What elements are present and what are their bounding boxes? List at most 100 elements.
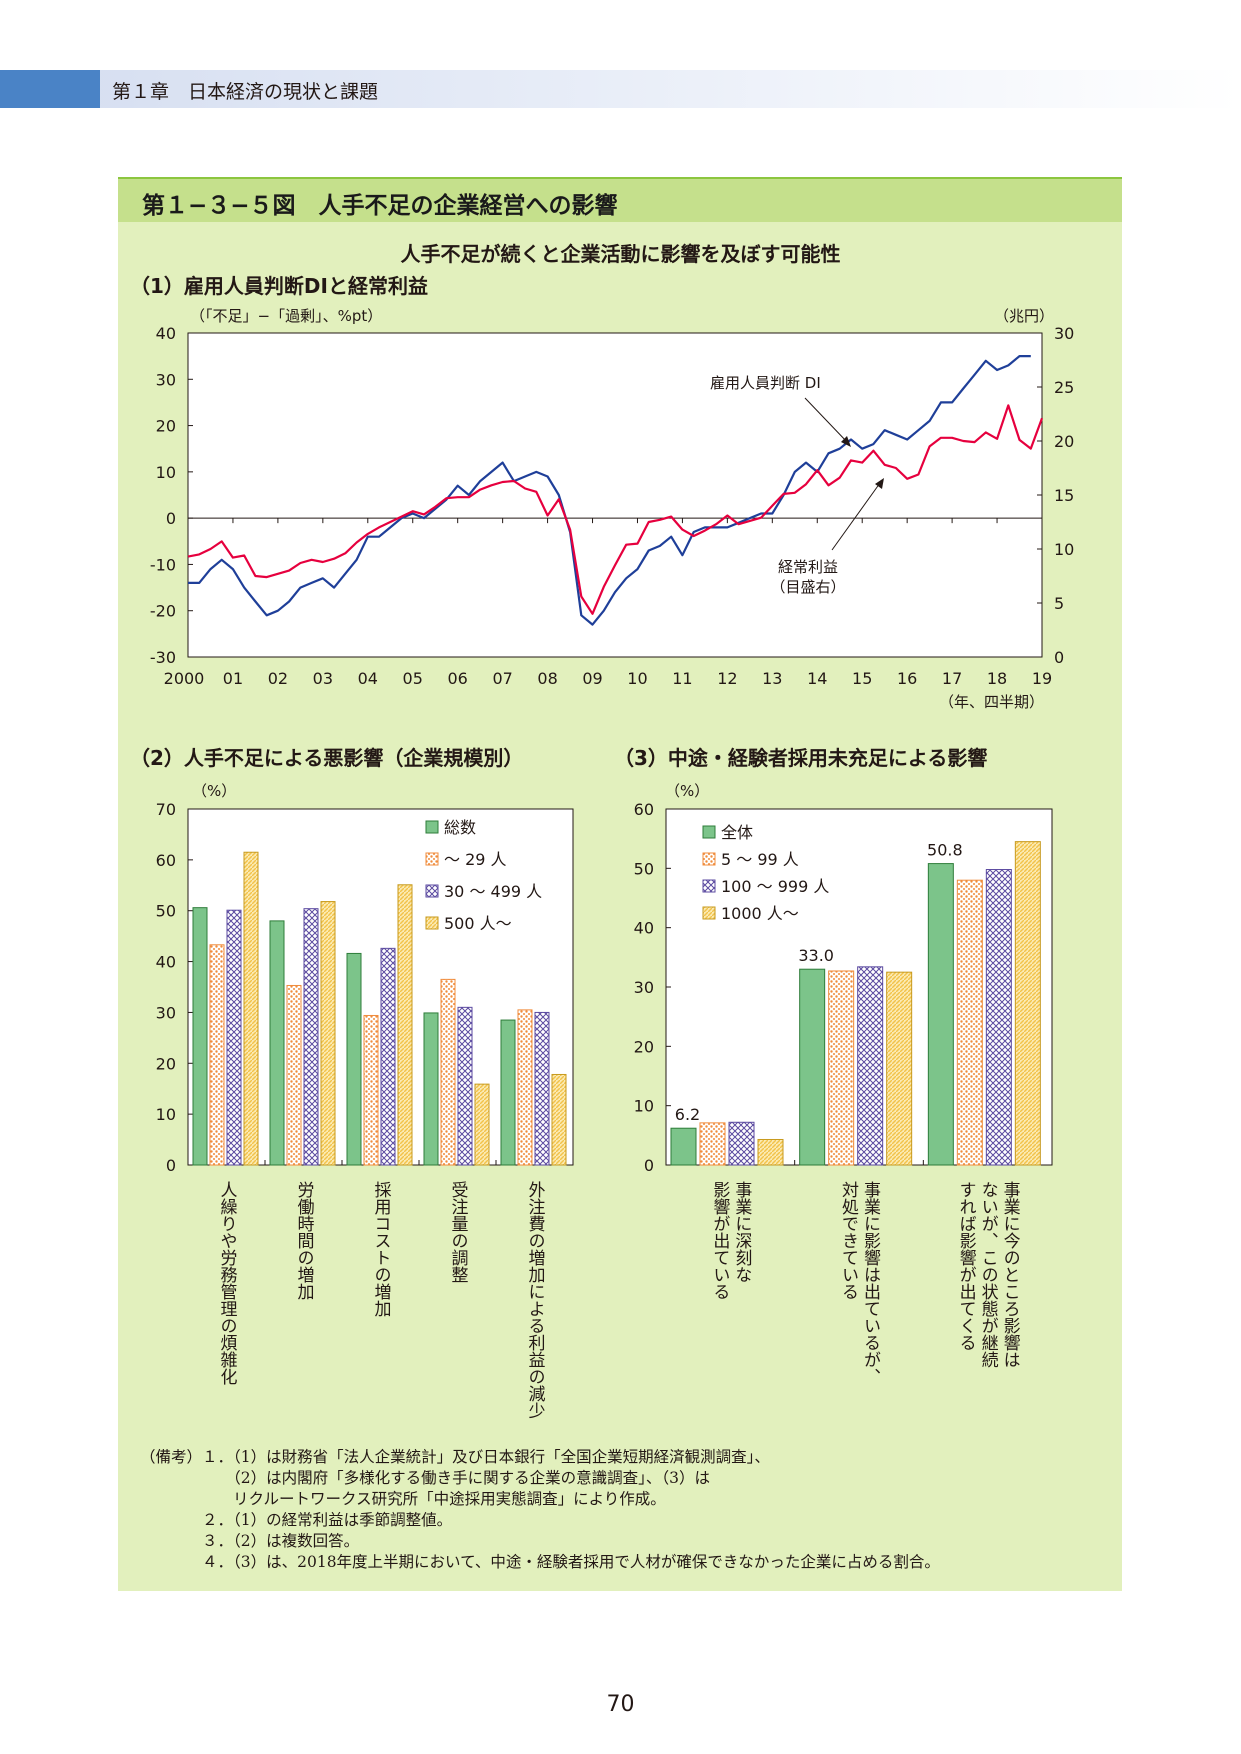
chart1-ylabel-right: （兆円） (994, 307, 1055, 325)
chart2-legend-swatch (425, 884, 439, 898)
chart1-xtick-label: 15 (852, 669, 872, 688)
chart3-bar (857, 966, 884, 1166)
chart2-bar (457, 1006, 473, 1166)
chart2-bar (192, 907, 208, 1166)
chart3-bar (699, 1122, 726, 1166)
figure-title-bar: 第１−３−５図 人手不足の企業経営への影響 (118, 177, 1122, 222)
chart2-bar (363, 1014, 379, 1166)
chart1-line-chart: 40 30 20 10 0 -10 -20 -30 30 25 20 15 10 5 0 2000 01 02 03… (150, 324, 1075, 711)
chart1-xtick-label: 16 (897, 669, 917, 688)
chart3-category-label: すれば影響が出てくる (956, 1181, 977, 1351)
chart3-data-label: 33.0 (798, 946, 834, 965)
chart2-bar (226, 909, 242, 1166)
chart1-ytick-label-left: 0 (166, 509, 176, 528)
page-number: 70 (606, 1692, 635, 1717)
chart3-ylabel: （%） (665, 782, 710, 800)
chart1-xtick-label: 05 (403, 669, 423, 688)
chart2-category-label: 人繰りや労務管理の煩雑化 (217, 1181, 238, 1385)
chart3-legend-label: 5 〜 99 人 (721, 850, 799, 869)
chart1-annotation-di: 雇用人員判断 DI (710, 374, 821, 392)
chart1-title: （1）雇用人員判断DIと経常利益 (130, 274, 428, 298)
chart1-xtick-label: 06 (448, 669, 468, 688)
chart3-ytick-label: 0 (644, 1156, 654, 1175)
chart1-xtick-label: 03 (313, 669, 333, 688)
chart2-ytick-label: 0 (166, 1156, 176, 1175)
chart1-series-di-line (188, 355, 1031, 626)
chart2-ytick-label: 50 (156, 902, 176, 921)
figure-subtitle: 人手不足が続くと企業活動に影響を及ぼす可能性 (400, 242, 841, 266)
chart1-ytick-label-left: 40 (156, 324, 176, 343)
chart2-bar (423, 1012, 439, 1166)
chart1-xtick-label: 11 (672, 669, 692, 688)
chart1-xtick-label: 10 (627, 669, 647, 688)
chart2-legend-label: 〜 29 人 (444, 850, 507, 869)
chart3-legend-label: 1000 人〜 (721, 904, 799, 923)
chart3-ytick-label: 40 (634, 919, 654, 938)
note-line: ３．（2）は複数回答。 (140, 1532, 360, 1550)
chart2-bar (286, 984, 302, 1166)
chart2-category-label: 労働時間の増加 (294, 1181, 315, 1300)
chart1-ytick-label-right: 30 (1054, 324, 1074, 343)
chart1-xtick-label: 12 (717, 669, 737, 688)
chart3-data-label: 6.2 (675, 1105, 700, 1124)
chart2-ytick-label: 30 (156, 1003, 176, 1022)
chart3-bar (757, 1138, 784, 1166)
chart2-bar (474, 1083, 490, 1166)
chart3-ytick-label: 10 (634, 1097, 654, 1116)
chart2-bar (534, 1011, 550, 1166)
chart3-bar (728, 1121, 755, 1166)
chart1-annotation-di-arrowhead (841, 436, 851, 447)
chart1-plot-area (187, 332, 1043, 658)
chart1-xtick-label: 04 (358, 669, 378, 688)
chart1-xtick-label: 01 (223, 669, 243, 688)
chart1-xtick-label: 19 (1032, 669, 1052, 688)
chart1-xtick-label: 09 (582, 669, 602, 688)
chart3-category-label: 影響が出ている (709, 1181, 730, 1300)
chart2-bar (380, 947, 396, 1166)
chart1-annotation-di-arrow (804, 397, 849, 444)
chart3-title: （3）中途・経験者採用未充足による影響 (614, 746, 988, 770)
chart1-xtick-label: 14 (807, 669, 827, 688)
chart1-annotation-profit: 経常利益 (778, 558, 838, 576)
chart1-ytick-label-left: -20 (150, 602, 176, 621)
chart2-ytick-label: 40 (156, 953, 176, 972)
chart2-legend-label: 総数 (444, 818, 476, 837)
chart2-category-label: 採用コストの増加 (371, 1181, 392, 1317)
chart2-bar (397, 884, 413, 1166)
chart2-legend-label: 500 人〜 (444, 914, 512, 933)
chart1-annotation-profit-arrowhead (875, 478, 884, 489)
chart1-ytick-label-right: 20 (1054, 432, 1074, 451)
chart3-category-label: 事業に影響は出ているが、 (860, 1181, 881, 1385)
chart2-legend-swatch (425, 916, 439, 930)
chart1-ytick-label-left: 30 (156, 370, 176, 389)
chapter-title: 第１章 日本経済の現状と課題 (112, 81, 379, 103)
chart1-xlabel: （年、四半期） (939, 693, 1044, 711)
chart3-bar (985, 869, 1012, 1166)
chart2-ytick-label: 20 (156, 1054, 176, 1073)
chart1-annotation-profit-axis: （目盛右） (770, 578, 845, 596)
chart3-legend-swatch (702, 825, 716, 839)
chart1-xtick-label: 08 (537, 669, 557, 688)
chart2-bar (346, 952, 362, 1166)
chart2-bar (551, 1073, 567, 1166)
chart3-ytick-label: 50 (634, 859, 654, 878)
chart3-bar (956, 879, 983, 1166)
chart3-data-label: 50.8 (927, 841, 963, 860)
chart3-legend-swatch (702, 879, 716, 893)
chart3-category-label: 対処できている (838, 1181, 859, 1300)
chart2-ytick-label: 70 (156, 800, 176, 819)
chart2-bar-chart: 70 60 50 40 30 20 10 0 人繰りや労務管理の煩雑化 労働時間の増加 採用コストの… (156, 800, 574, 1419)
chart3-bar (799, 968, 826, 1166)
note-line: ４．（3）は、2018年度上半期において、中途・経験者採用で人材が確保できなかっ… (140, 1553, 940, 1571)
chart1-ytick-label-right: 0 (1054, 648, 1064, 667)
chart2-ytick-label: 60 (156, 851, 176, 870)
chart2-bar (269, 920, 285, 1166)
chart3-ytick-label: 60 (634, 800, 654, 819)
chart2-legend-swatch (425, 820, 439, 834)
chart3-ytick-label: 30 (634, 978, 654, 997)
chart1-xtick-label: 17 (942, 669, 962, 688)
chart3-bar (670, 1127, 697, 1166)
chart1-ytick-label-right: 15 (1054, 486, 1074, 505)
chart1-xtick-label: 07 (492, 669, 512, 688)
chart2-bar (320, 901, 336, 1166)
